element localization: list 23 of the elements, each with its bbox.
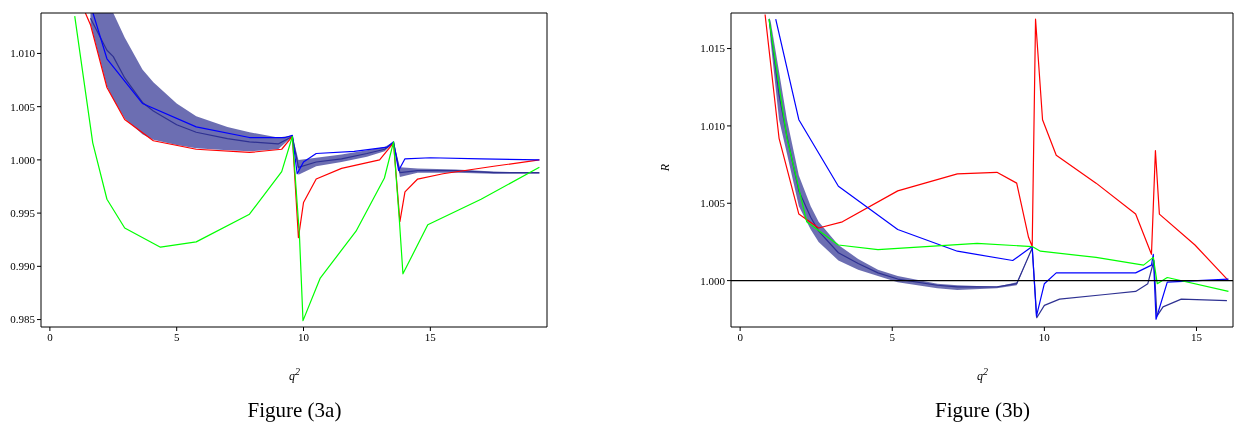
x-tick-label: 15	[1190, 330, 1203, 343]
y-tick-label: 1.010	[700, 119, 726, 132]
text: Figure (3a)	[246, 398, 343, 423]
x-axis-title: q$^{2}$	[288, 366, 301, 384]
y-tick-label: 0.990	[10, 260, 36, 273]
x-tick-label: 0	[737, 330, 744, 343]
x-tick-label: 10	[298, 330, 310, 343]
x-tick-label: 5	[889, 330, 896, 343]
y-tick-label: 0.985	[10, 313, 36, 326]
text: Figure (3b)	[933, 398, 1032, 423]
x-tick-label: 5	[173, 330, 180, 343]
y-tick-label: 1.005	[10, 100, 36, 113]
y-axis-title: R	[657, 162, 673, 174]
y-tick-label: 1.005	[700, 197, 726, 210]
x-tick-label: 10	[1038, 330, 1051, 343]
y-tick-label: 1.010	[10, 47, 36, 60]
y-tick-label: 1.000	[700, 274, 726, 287]
x-tick-label: 15	[424, 330, 437, 343]
y-tick-label: 0.995	[10, 207, 36, 220]
y-tick-label: 1.015	[700, 42, 726, 55]
x-tick-label: 0	[47, 330, 54, 343]
x-axis-title: q$^{2}$	[976, 366, 989, 384]
y-tick-label: 1.000	[10, 153, 36, 166]
